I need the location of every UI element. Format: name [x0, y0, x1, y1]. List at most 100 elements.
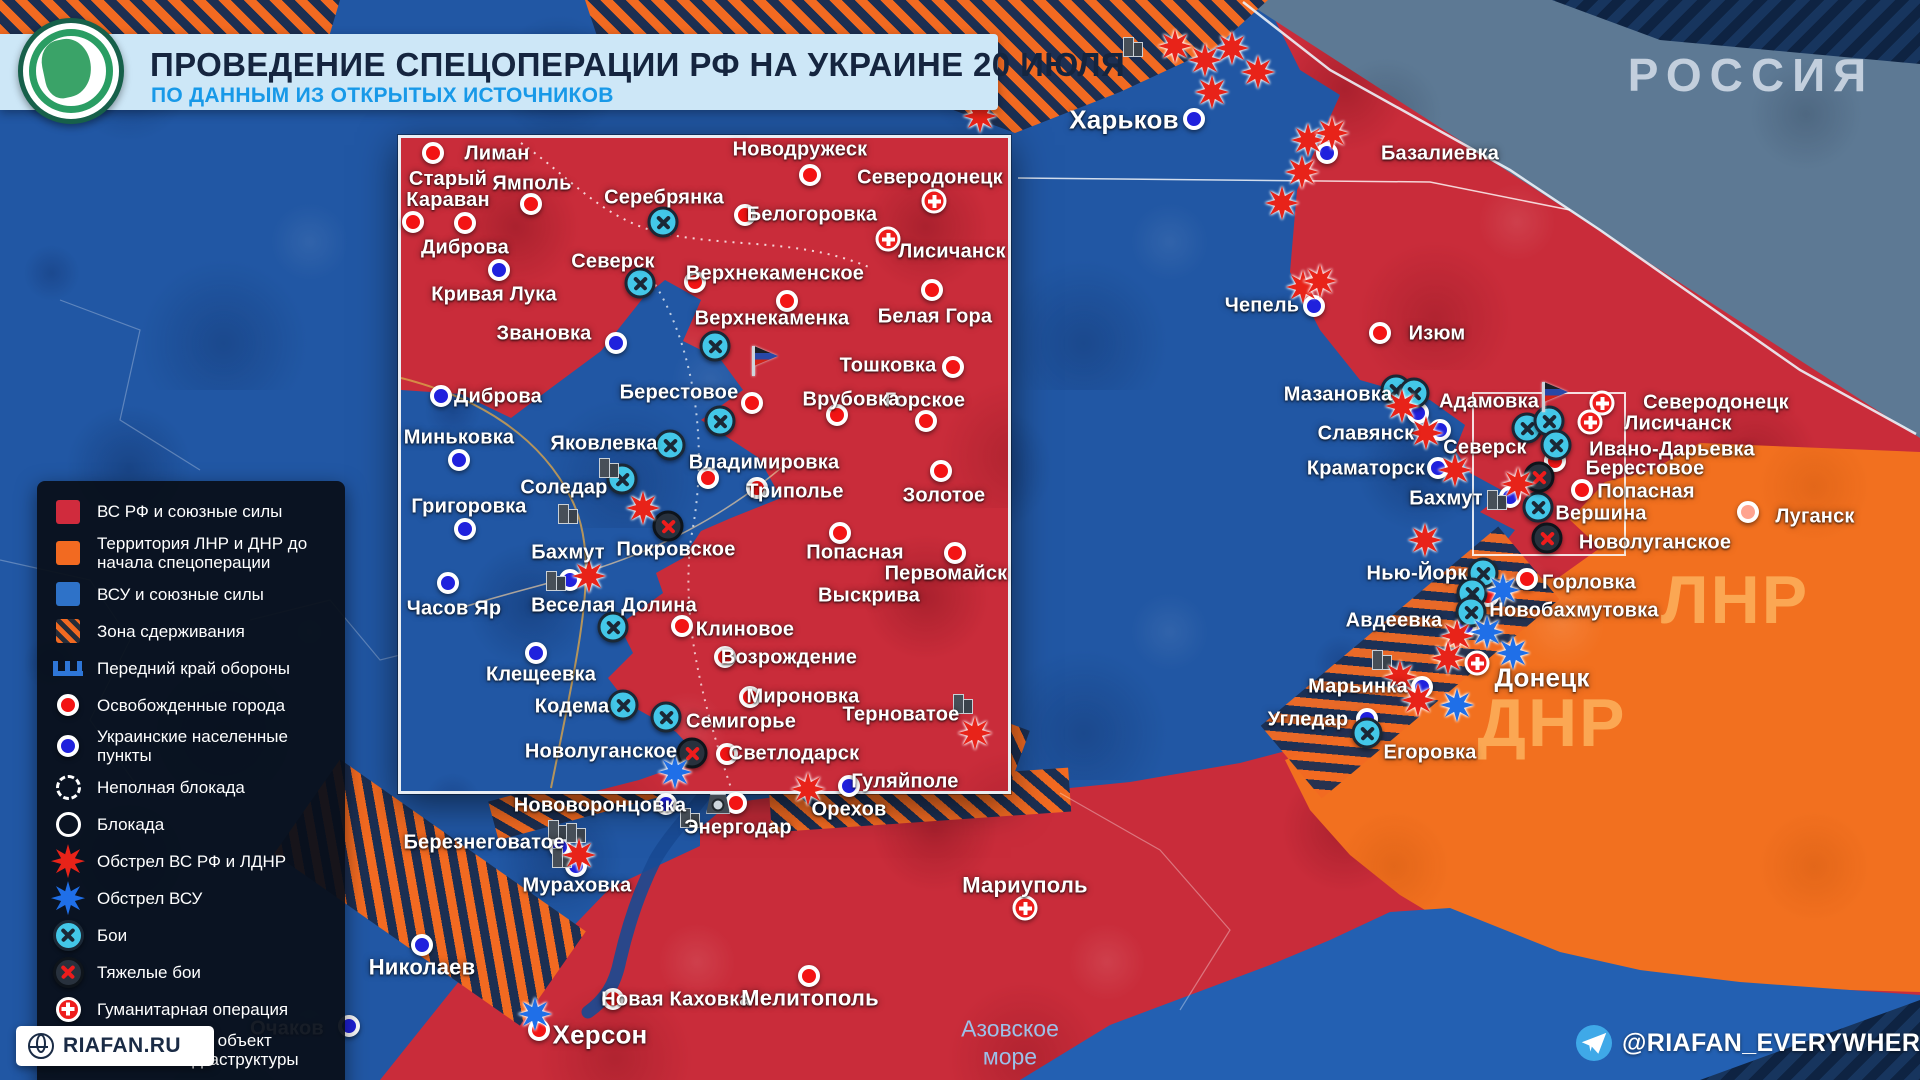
legend-item: Украинские населенные пункты — [51, 727, 331, 765]
marker-destroyed-icon — [952, 694, 974, 714]
city-label: Новая Каховка — [601, 988, 751, 1011]
marker-red-icon — [422, 142, 444, 164]
city-label: Первомайск — [884, 562, 1008, 585]
city-label: Авдеевка — [1345, 609, 1443, 632]
star-red-icon — [1401, 683, 1435, 717]
marker-red-icon — [776, 290, 798, 312]
marker-destroyed-icon — [545, 571, 567, 591]
marker-pale-icon — [1737, 501, 1759, 523]
ukrainian-city-icon — [57, 735, 79, 758]
marker-human-icon — [1464, 650, 1490, 676]
legend-item-label: Неполная блокада — [97, 777, 245, 797]
marker-star-red-icon — [1401, 683, 1435, 717]
marker-flag-icon — [1542, 382, 1570, 412]
marker-battle-icon — [597, 611, 629, 643]
marker-battle-icon — [654, 429, 686, 461]
telegram-icon — [1576, 1025, 1612, 1061]
marker-flag-icon — [752, 346, 780, 376]
label-dnr: ДНР — [1477, 685, 1627, 761]
liberated-city-icon — [57, 694, 79, 717]
city-label: Соледар — [520, 476, 608, 499]
marker-red-icon — [942, 356, 964, 378]
marker-blue-icon — [838, 775, 860, 797]
legend-item: Обстрел ВС РФ и ЛДНР — [51, 844, 331, 879]
legend-item-label: Блокада — [97, 814, 165, 834]
marker-destroyed-icon — [1486, 490, 1508, 510]
city-label: Врубовка — [802, 388, 900, 411]
label-azov-sea: Азовское море — [961, 1015, 1059, 1069]
marker-red-icon — [454, 212, 476, 234]
marker-star-red-icon — [1158, 29, 1192, 63]
city-label: Северодонецк — [857, 166, 1003, 189]
city-label: Берестовое — [1585, 457, 1705, 480]
partial-blockade-icon — [55, 774, 81, 800]
marker-red-icon — [944, 542, 966, 564]
marker-star-red-icon — [562, 838, 596, 872]
legend-item-label: Бои — [97, 925, 128, 945]
city-label: Владимировка — [688, 451, 840, 474]
city-label: Звановка — [496, 322, 592, 345]
city-label: Клиновое — [695, 618, 795, 641]
city-label: Угледар — [1267, 708, 1349, 731]
city-label: Белогоровка — [746, 203, 878, 226]
marker-star-red-icon — [1383, 660, 1417, 694]
telegram-handle[interactable]: @RIAFAN_EVERYWHERE — [1576, 1025, 1920, 1061]
marker-heavy-icon — [1531, 522, 1563, 554]
city-label: Ивано-Дарьевка — [1589, 438, 1755, 461]
city-label: Энергодар — [684, 816, 792, 839]
city-label: Харьков — [1069, 104, 1179, 135]
legend-item-label: Передний край обороны — [97, 658, 290, 678]
legend-item: Тяжелые бои — [51, 956, 331, 988]
marker-red-icon — [402, 211, 424, 233]
city-label: Терноватое — [842, 703, 960, 726]
lnr-dnr-swatch — [56, 541, 80, 566]
star-red-icon — [1303, 264, 1337, 298]
star-red-icon — [1158, 29, 1192, 63]
legend-item-label: Зона сдерживания — [97, 621, 245, 641]
shelling-vsu-icon — [51, 881, 85, 916]
city-label: Мелитополь — [741, 985, 879, 1011]
city-label: Часов Яр — [406, 597, 502, 620]
city-label: Миньковка — [403, 426, 515, 449]
city-label: Попасная — [1597, 480, 1695, 503]
city-label: Горское — [884, 389, 966, 412]
marker-star-blue-icon — [1440, 688, 1474, 722]
legend-item-label: Украинские населенные пункты — [97, 727, 288, 766]
riafan-link[interactable]: RIAFAN.RU — [16, 1026, 214, 1066]
marker-battle-icon — [1455, 596, 1487, 628]
defense-line-icon — [53, 660, 83, 676]
city-label: Новолуганское — [524, 740, 678, 763]
marker-battle-icon — [650, 701, 682, 733]
marker-star-red-icon — [1285, 155, 1319, 189]
marker-battle-icon — [699, 330, 731, 362]
marker-red-icon — [921, 279, 943, 301]
marker-star-blue-icon — [1496, 636, 1530, 670]
star-red-icon — [1431, 641, 1465, 675]
marker-human-icon — [921, 188, 947, 214]
city-label: Чепель — [1224, 294, 1300, 317]
marker-blue-icon — [430, 385, 452, 407]
city-label: Лисичанск — [898, 240, 1006, 263]
containment-swatch — [56, 619, 80, 644]
city-label: Берестовое — [619, 381, 739, 404]
city-label: Березнеговатое — [403, 831, 565, 854]
city-label: Кодема — [534, 695, 610, 718]
marker-blue-icon — [525, 642, 547, 664]
star-blue-icon — [1496, 636, 1530, 670]
blockade-icon — [55, 811, 81, 837]
marker-star-red-icon — [1241, 55, 1275, 89]
vsu-swatch — [56, 582, 80, 607]
marker-battle-icon — [704, 405, 736, 437]
city-label: Серебрянка — [604, 186, 724, 209]
legend-item-label: ВС РФ и союзные силы — [97, 502, 283, 522]
city-label: Семигорье — [685, 710, 797, 733]
city-label: Ямполь — [492, 172, 572, 195]
city-label: Северодонецк — [1643, 391, 1789, 414]
legend-item: Обстрел ВСУ — [51, 881, 331, 916]
city-label: Верхнекаменка — [694, 307, 850, 330]
city-label: Веселая Долина — [531, 594, 697, 617]
marker-blue-icon — [454, 518, 476, 540]
star-red-icon — [1501, 467, 1535, 501]
city-label: Мураховка — [522, 874, 632, 897]
